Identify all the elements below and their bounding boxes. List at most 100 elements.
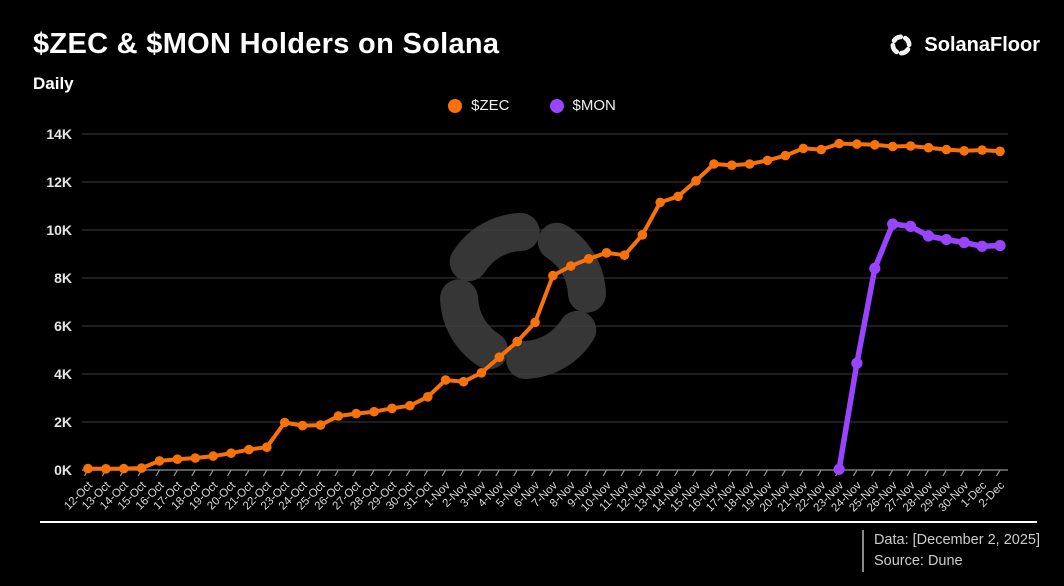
data-point	[530, 317, 540, 328]
x-tick-mark	[852, 469, 858, 477]
footer-data-label: Data: [December 2, 2025]	[873, 532, 1040, 548]
chart-legend: $ZEC $MON	[0, 97, 1064, 114]
page-title: $ZEC & $MON Holders on Solana	[33, 28, 500, 60]
data-point	[870, 140, 880, 150]
x-tick-mark	[602, 469, 608, 477]
data-point	[780, 150, 791, 161]
legend-item-zec: $ZEC	[448, 97, 510, 114]
data-point	[709, 159, 719, 169]
data-point	[226, 448, 236, 459]
data-point	[958, 236, 970, 249]
data-point	[548, 270, 558, 281]
y-tick-label: 6K	[54, 318, 72, 334]
x-tick-mark	[584, 469, 590, 477]
data-point	[279, 417, 290, 428]
data-point	[190, 453, 201, 463]
data-point	[637, 230, 648, 240]
x-tick-mark	[709, 469, 715, 477]
x-tick-mark	[316, 469, 321, 477]
data-point	[869, 262, 881, 274]
data-point	[959, 146, 969, 156]
footer-source-label: Source: Dune	[873, 553, 963, 570]
watermark-swirl-icon	[440, 213, 606, 379]
x-tick-mark	[799, 469, 804, 477]
y-tick-label: 8K	[54, 270, 72, 286]
data-point	[83, 463, 93, 474]
data-point	[887, 141, 898, 152]
x-tick-mark	[370, 469, 375, 477]
data-point	[101, 464, 111, 474]
x-tick-mark	[513, 469, 518, 477]
mon-legend-label: $MON	[572, 97, 616, 114]
data-point	[744, 159, 755, 169]
data-point	[458, 376, 469, 387]
x-tick-mark	[423, 469, 429, 477]
data-point	[136, 463, 147, 473]
x-tick-mark	[942, 469, 947, 477]
x-tick-mark	[531, 469, 536, 477]
data-point	[798, 143, 809, 154]
data-point	[851, 357, 863, 369]
y-tick-label: 10K	[46, 222, 72, 238]
x-tick-mark	[745, 469, 751, 477]
data-point	[566, 261, 576, 271]
data-point	[887, 218, 899, 230]
x-tick-mark	[334, 469, 339, 477]
x-tick-mark	[173, 469, 178, 477]
data-point	[208, 451, 218, 461]
x-tick-mark	[191, 469, 196, 477]
data-point	[333, 411, 344, 421]
y-tick-label: 2K	[54, 414, 72, 430]
mon-legend-dot-icon	[549, 98, 564, 113]
x-tick-mark	[960, 469, 965, 477]
data-point	[905, 220, 917, 232]
x-tick-mark	[638, 469, 643, 477]
brand-logo: SolanaFloor	[887, 31, 1040, 59]
data-point	[405, 400, 415, 411]
brand-name: SolanaFloor	[924, 33, 1040, 56]
x-tick-mark	[906, 469, 912, 477]
x-tick-mark	[817, 469, 822, 477]
data-point	[476, 368, 487, 378]
x-tick-mark	[459, 469, 465, 477]
data-point	[494, 352, 505, 363]
x-tick-mark	[477, 469, 482, 477]
x-tick-mark	[727, 469, 733, 477]
x-tick-mark	[405, 469, 411, 477]
x-tick-mark	[924, 469, 929, 477]
data-point	[262, 442, 272, 453]
data-point	[834, 138, 844, 149]
x-tick-mark	[244, 469, 250, 477]
zec-legend-dot-icon	[448, 98, 463, 113]
x-tick-mark	[352, 469, 357, 477]
data-point	[297, 420, 308, 431]
x-tick-mark	[781, 469, 786, 477]
x-tick-mark	[209, 469, 214, 477]
data-point	[816, 144, 826, 155]
x-tick-mark	[155, 469, 161, 477]
x-tick-mark	[674, 469, 679, 477]
data-point	[512, 336, 522, 347]
y-tick-label: 12K	[46, 174, 72, 190]
x-tick-mark	[566, 469, 572, 477]
data-point	[423, 392, 433, 402]
x-tick-mark	[495, 469, 500, 477]
x-tick-mark	[227, 469, 232, 477]
x-tick-mark	[978, 469, 983, 477]
y-tick-label: 14K	[46, 126, 72, 142]
zec-legend-label: $ZEC	[471, 97, 510, 114]
data-point	[940, 234, 953, 246]
x-tick-mark	[280, 469, 286, 477]
data-point	[244, 444, 254, 455]
x-tick-mark	[888, 469, 894, 477]
y-tick-label: 0K	[54, 462, 72, 478]
series-line-mon	[836, 221, 1001, 470]
x-tick-mark	[995, 469, 1001, 477]
solanafloor-swirl-icon	[890, 34, 912, 56]
data-point	[315, 420, 326, 430]
data-point	[977, 145, 987, 155]
data-point	[351, 408, 362, 419]
x-tick-mark	[298, 469, 304, 477]
